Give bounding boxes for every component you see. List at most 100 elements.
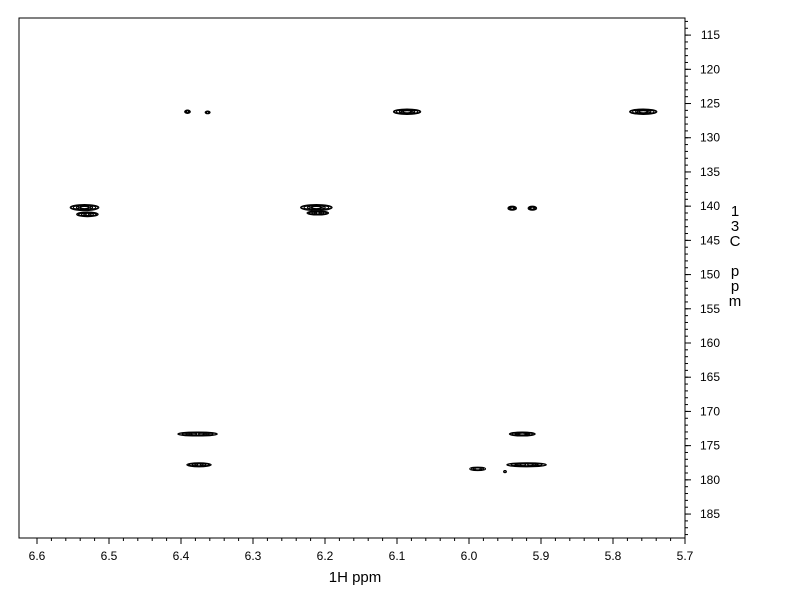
x-axis-ticks: 6.6 6.5 6.4 6.3 6.2 6.1 6.0 5.9 5.8 5.7 (29, 538, 694, 563)
y-tick-label: 160 (700, 336, 720, 350)
contour-level (303, 204, 330, 211)
contour-lobe (77, 212, 87, 216)
contour-level (632, 109, 655, 115)
x-tick-label: 6.6 (29, 549, 46, 563)
plot-frame (18, 17, 686, 539)
contour-peak (506, 462, 547, 468)
contour-lobe (639, 110, 648, 114)
contour-lobe (307, 211, 318, 215)
contour-peak (508, 431, 536, 437)
contour-lobe (70, 205, 80, 210)
contour-lobe (89, 205, 99, 210)
y-tick-label: 150 (700, 268, 720, 282)
contour-lobe (629, 110, 639, 114)
contour-lobe (402, 110, 412, 114)
y-tick-label: 145 (700, 233, 720, 247)
contour-lobe (301, 205, 311, 210)
contour-peak (306, 210, 330, 216)
contour-lobe (199, 463, 211, 467)
y-axis-label-char: 1 (731, 203, 739, 220)
contour-lobe (507, 463, 517, 467)
y-axis-label-char: 3 (731, 218, 739, 235)
contour-lobe (518, 432, 527, 436)
contour-level (78, 212, 97, 217)
contour-level (194, 463, 204, 467)
contour-level (76, 211, 99, 218)
contour-level (206, 110, 210, 114)
contour-peaks (69, 108, 658, 474)
y-tick-label: 135 (700, 165, 720, 179)
x-tick-label: 6.3 (245, 549, 262, 563)
y-axis-label-char: m (729, 293, 742, 310)
y-tick-label: 130 (700, 131, 720, 145)
contour-lobe (526, 432, 535, 436)
y-axis-label-char: C (730, 233, 741, 250)
contour-peak (184, 109, 191, 114)
y-axis-label-char: p (731, 263, 739, 280)
contour-level (503, 470, 507, 474)
contour-lobe (536, 463, 546, 467)
contour-peak (186, 462, 212, 468)
contour-level (510, 206, 515, 210)
y-tick-label: 125 (700, 97, 720, 111)
contour-level (190, 432, 205, 436)
y-tick-label: 180 (700, 473, 720, 487)
contour-level (313, 211, 322, 215)
contour-level (530, 206, 535, 210)
x-tick-label: 5.8 (605, 549, 622, 563)
contour-level (395, 109, 419, 115)
contour-level (519, 463, 534, 467)
x-tick-label: 5.9 (533, 549, 550, 563)
contour-lobe (517, 463, 527, 467)
y-tick-label: 120 (700, 62, 720, 76)
y-tick-label: 170 (700, 404, 720, 418)
contour-lobe (318, 211, 329, 215)
contour-lobe (527, 463, 537, 467)
contour-lobe (509, 432, 518, 436)
contour-lobe (187, 463, 199, 467)
contour-lobe (87, 212, 98, 216)
contour-level (474, 467, 481, 471)
contour-lobe (198, 432, 207, 436)
contour-lobe (207, 432, 217, 436)
contour-peak (392, 108, 422, 115)
contour-peak (503, 470, 507, 474)
contour-peak (469, 466, 487, 472)
contour-level (392, 108, 422, 115)
x-tick-label: 6.5 (101, 549, 118, 563)
y-tick-label: 185 (700, 507, 720, 521)
x-axis-label: 1H ppm (329, 569, 382, 586)
contour-lobe (188, 432, 198, 436)
x-tick-label: 6.2 (317, 549, 334, 563)
y-tick-label: 155 (700, 302, 720, 316)
contour-peak (76, 211, 99, 218)
x-tick-label: 6.4 (173, 549, 190, 563)
contour-level (83, 212, 92, 216)
contour-lobe (393, 110, 403, 114)
x-tick-label: 6.1 (389, 549, 406, 563)
contour-lobe (311, 205, 322, 210)
y-tick-label: 115 (701, 28, 720, 42)
contour-peak (204, 110, 211, 115)
contour-lobe (178, 432, 188, 436)
contour-level (69, 203, 100, 212)
contour-peak (69, 203, 100, 212)
contour-lobe (80, 205, 89, 210)
y-tick-label: 165 (700, 370, 720, 384)
contour-level (185, 110, 189, 114)
contour-level (629, 108, 658, 115)
y-axis-label-char: p (731, 278, 739, 295)
contour-peak (527, 205, 538, 211)
x-tick-label: 5.7 (677, 549, 694, 563)
contour-peak (177, 431, 218, 437)
x-tick-label: 6.0 (461, 549, 478, 563)
contour-peak (629, 108, 658, 115)
contour-lobe (648, 110, 657, 114)
y-tick-label: 140 (700, 199, 720, 213)
y-axis-ticks: 115 120 125 130 135 140 145 150 155 160 165 170 175 1… (685, 20, 720, 536)
contour-lobe (322, 205, 332, 210)
contour-peak (507, 205, 518, 211)
contour-lobe (412, 110, 421, 114)
